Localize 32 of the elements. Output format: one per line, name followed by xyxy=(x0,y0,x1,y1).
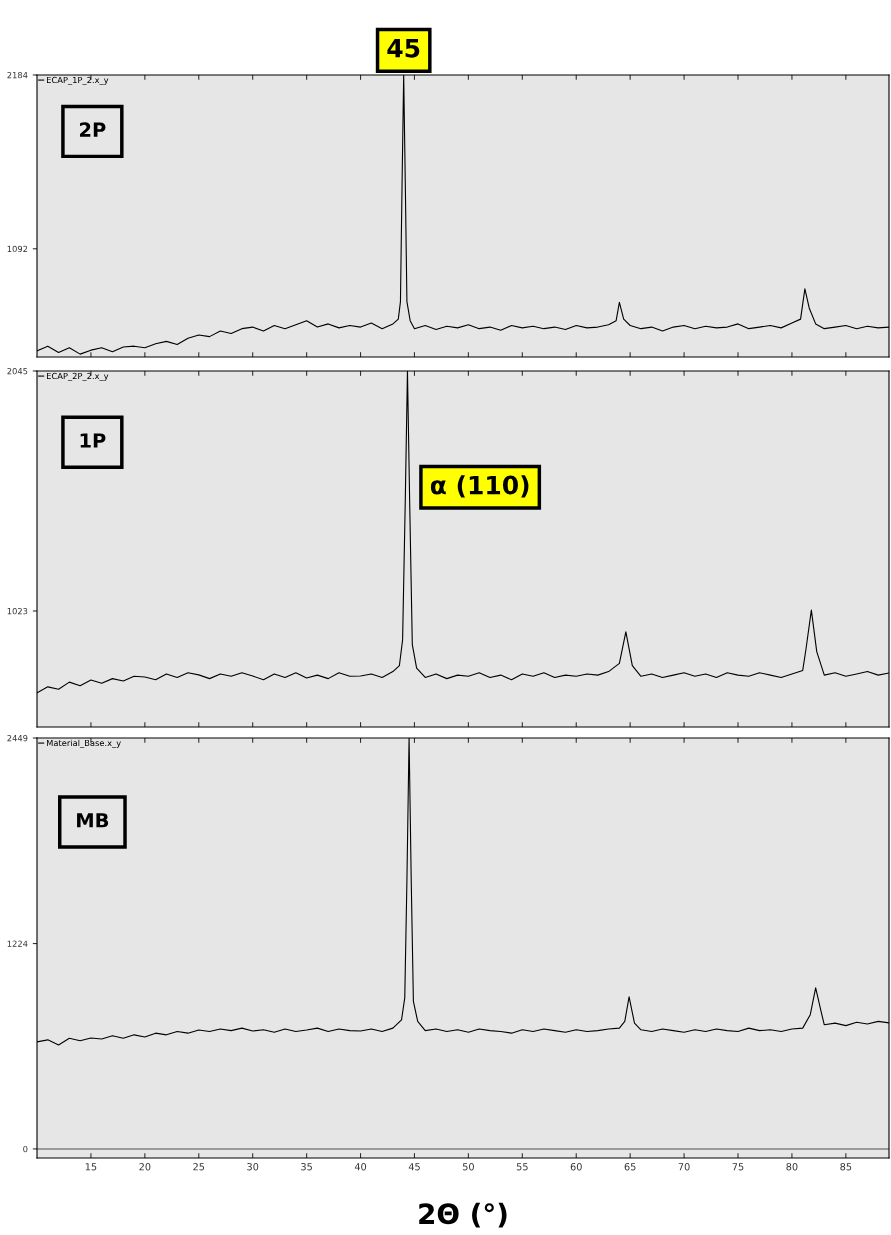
annotation: 45 xyxy=(387,39,420,58)
text: ECAP_2P_2.x_y xyxy=(46,372,109,381)
y-tick-label: 2449 xyxy=(7,734,28,742)
x-tick-label: 45 xyxy=(408,1163,420,1171)
y-tick-label: 2184 xyxy=(7,71,28,79)
y-tick-label: 2045 xyxy=(7,367,28,375)
annotation: 1P xyxy=(80,433,106,448)
x-tick-label: 85 xyxy=(840,1163,852,1171)
y-tick-label: 1224 xyxy=(7,940,28,947)
x-tick-label: 80 xyxy=(786,1163,798,1171)
y-tick-label: 0 xyxy=(23,1145,28,1153)
x-tick-label: 15 xyxy=(85,1163,97,1171)
x-tick-label: 65 xyxy=(624,1163,636,1171)
y-tick-label: 1023 xyxy=(7,607,28,615)
x-tick-label: 30 xyxy=(247,1163,259,1171)
line-series xyxy=(37,75,889,355)
x-tick-label: 50 xyxy=(462,1163,474,1171)
text: Material_Base.x_y xyxy=(46,739,121,748)
y-tick-label: 1092 xyxy=(7,245,28,253)
x-tick-label: 55 xyxy=(516,1163,528,1171)
x-tick-label: 35 xyxy=(301,1163,312,1171)
x-tick-label: 70 xyxy=(678,1163,690,1171)
x-tick-label: 75 xyxy=(732,1163,744,1171)
x-tick-label: 20 xyxy=(139,1163,151,1171)
annotation: α (110) xyxy=(430,475,529,498)
annotation: 2P xyxy=(80,122,106,137)
x-tick-label: 40 xyxy=(354,1163,367,1171)
annotation: MB xyxy=(77,813,109,828)
text: ECAP_1P_2.x_y xyxy=(46,76,109,85)
x-tick-label: 60 xyxy=(570,1163,582,1171)
x-axis-title: 2Θ (°) xyxy=(419,1202,507,1228)
x-tick-label: 25 xyxy=(193,1163,205,1171)
